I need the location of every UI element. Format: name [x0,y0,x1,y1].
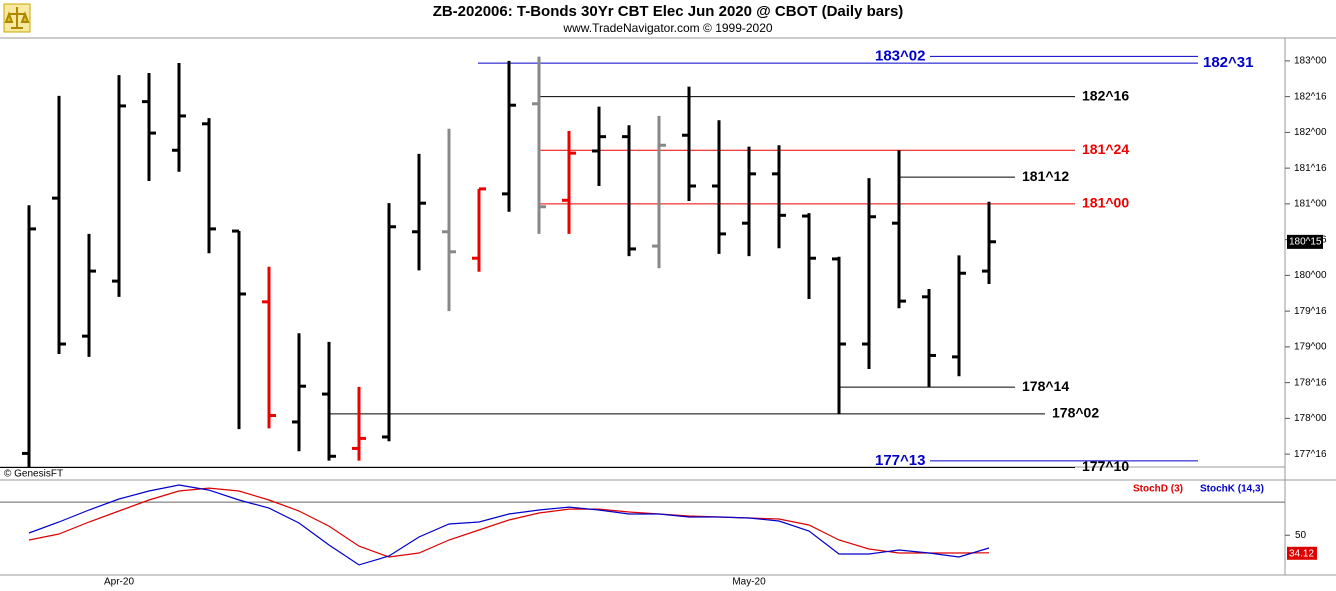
x-tick-label: Apr-20 [104,577,134,588]
y-tick-label: 50 [1295,530,1307,541]
y-tick-label: 177^16 [1294,449,1327,460]
level-label: 177^10 [1082,458,1129,474]
legend-entry: StochD (3) [1133,484,1183,495]
y-tick-label: 181^00 [1294,199,1327,210]
stoch-line [28,487,990,558]
level-label: 178^14 [1022,378,1069,394]
level-label: 181^12 [1022,168,1069,184]
level-label: 182^31 [1203,54,1253,71]
last-price-label: 180^15 [1289,237,1322,248]
y-tick-label: 179^16 [1294,306,1327,317]
y-tick-label: 180^00 [1294,270,1327,281]
source: © GenesisFT [4,469,63,480]
y-tick-label: 179^00 [1294,342,1327,353]
y-tick-label: 178^16 [1294,377,1327,388]
x-tick-label: May-20 [732,577,766,588]
y-tick-label: 183^00 [1294,56,1327,67]
last-price-box [1287,234,1323,249]
y-tick-label: 178^00 [1294,413,1327,424]
level-label: 182^16 [1082,87,1129,103]
value-box [1287,546,1317,560]
legend-entry: StochK (14,3) [1200,484,1264,495]
chart-title: ZB-202006: T-Bonds 30Yr CBT Elec Jun 202… [433,3,904,20]
chart-subtitle: www.TradeNavigator.com © 1999-2020 [562,21,772,35]
level-label: 183^02 [875,47,925,64]
stoch-line [28,484,990,566]
y-tick-label: 182^16 [1294,91,1327,102]
logo [3,3,31,33]
level-label: 181^24 [1082,141,1129,157]
y-tick-label: 181^16 [1294,163,1327,174]
value-label: 34.12 [1289,548,1314,559]
level-label: 177^13 [875,452,925,469]
y-tick-label: 182^00 [1294,127,1327,138]
level-label: 178^02 [1052,405,1099,421]
level-label: 181^00 [1082,195,1129,211]
